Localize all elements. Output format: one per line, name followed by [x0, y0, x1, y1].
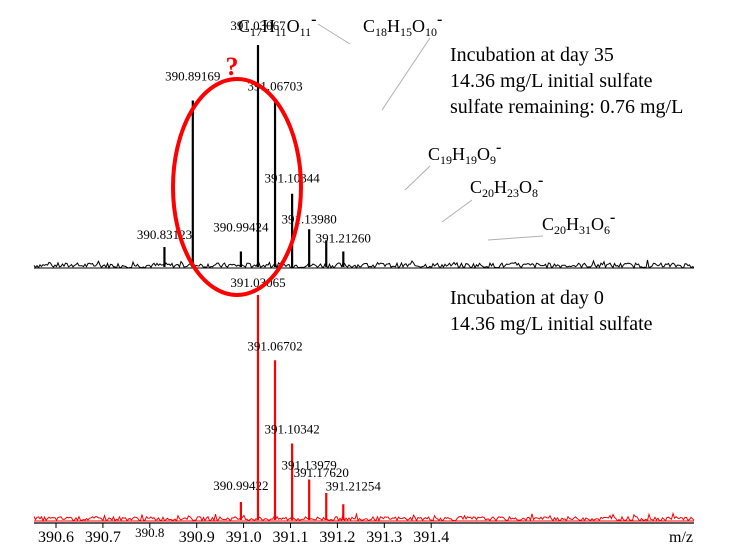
peak-label: 390.89169 [165, 69, 220, 84]
formula-label: C20H23O8- [470, 172, 543, 200]
highlight-ellipse [171, 77, 303, 297]
peak-label: 391.13980 [282, 211, 337, 226]
formula-leader-line [381, 37, 431, 111]
peak-label: 391.17620 [294, 465, 349, 480]
peak-label: 390.99424 [213, 219, 269, 234]
top-annotation: Incubation at day 35 14.36 mg/L initial … [450, 42, 683, 120]
top-annotation-line: sulfate remaining: 0.76 mg/L [450, 96, 684, 118]
x-tick-label: 391.3 [366, 529, 402, 546]
x-tick-label: 391.1 [273, 529, 309, 546]
peak-label: 391.06703 [247, 79, 302, 94]
peak-label: 391.03067 [230, 18, 286, 33]
formula-label: C17H11O11- [238, 11, 316, 39]
formula-labels: C17H11O11- C18H15O10- C19H19O9- C20H23O8- C2… [238, 11, 615, 241]
bottom-annotation-line: Incubation at day 0 [450, 287, 604, 309]
x-tick-label: 391.4 [413, 529, 449, 546]
bottom-spectrum-panel: 390.99422391.03065391.06702391.10342391.… [33, 275, 695, 523]
peak-label: 391.21254 [326, 478, 382, 493]
question-mark: ? [226, 52, 239, 81]
peak-label: 391.13979 [282, 458, 337, 473]
formula-label: C19H19O9- [428, 139, 501, 167]
x-axis: 390.6 390.7 390.8 390.9 391.0 391.1 391.2 391.3… [34, 522, 694, 546]
highlight-group: ? [171, 52, 303, 297]
top-spectrum-panel: 390.83123 390.89169 390.99424 391.03067 391.… [33, 18, 695, 270]
bottom-annotation: Incubation at day 0 14.36 mg/L initial s… [450, 285, 653, 337]
top-annotation-line: 14.36 mg/L initial sulfate [450, 70, 653, 92]
peak-label: 390.83123 [137, 227, 192, 242]
x-tick-label: 390.6 [38, 529, 74, 546]
peak-label: 391.10344 [264, 171, 320, 186]
formula-leader-line [441, 199, 473, 223]
x-tick-label: 390.9 [179, 529, 215, 546]
top-annotation-line: Incubation at day 35 [450, 44, 614, 66]
peak-label: 390.99422 [213, 478, 268, 493]
formula-leader-line [404, 165, 431, 191]
peak-label: 391.06702 [247, 338, 302, 353]
x-tick-label: 391.2 [319, 529, 355, 546]
peak-label: 391.21260 [316, 230, 371, 245]
formula-label: C20H31O6- [542, 209, 615, 237]
formula-leader-line [317, 23, 351, 45]
formula-leader-line [487, 235, 544, 241]
baseline-noise-trace [33, 259, 695, 270]
x-tick-label: 391.0 [226, 529, 262, 546]
x-tick-label: 390.8 [135, 525, 164, 540]
baseline-noise-trace [33, 511, 695, 523]
x-axis-unit-label: m/z [669, 529, 693, 546]
formula-label: C18H15O10- [363, 11, 442, 39]
bottom-annotation-line: 14.36 mg/L initial sulfate [450, 313, 653, 335]
x-tick-label: 390.7 [85, 529, 121, 546]
peak-label: 391.10342 [264, 422, 319, 437]
